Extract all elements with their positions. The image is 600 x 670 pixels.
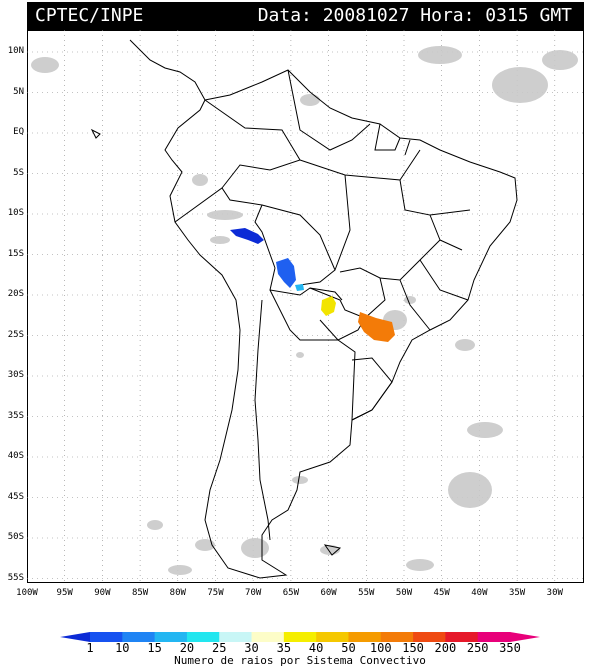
brazil-states: [299, 149, 471, 331]
lon-label: 70W: [245, 588, 262, 598]
lat-label: 50S: [7, 532, 24, 542]
source-label: CPTEC/INPE: [35, 5, 144, 26]
border-venezuela: [287, 69, 371, 151]
legend-cell: [122, 632, 156, 642]
legend-cell: [348, 632, 382, 642]
legend-cell: [316, 632, 349, 642]
legend-tick-label: 100: [369, 641, 392, 655]
cluster-bolivia-south: [295, 284, 304, 291]
title-bar: CPTEC/INPE Data: 20081027 Hora: 0315 GMT: [27, 2, 584, 30]
legend-cell: [477, 632, 511, 642]
border-ecuador-peru: [174, 187, 276, 269]
legend-tick-label: 50: [341, 641, 356, 655]
lon-label: 45W: [433, 588, 450, 598]
legend-tick-label: 35: [276, 641, 292, 655]
border-argentina: [269, 289, 356, 421]
date-value: 20081027: [322, 5, 410, 26]
legend-cell: [154, 632, 188, 642]
legend-cell: [186, 632, 220, 642]
border-uruguay: [351, 357, 393, 421]
cluster-paraguay: [321, 296, 336, 316]
lightning-clusters: [230, 228, 395, 342]
border-brazil-bolivia: [261, 204, 336, 286]
lon-label: 80W: [169, 588, 186, 598]
legend-arrow-right: [510, 632, 540, 642]
legend-cell: [413, 632, 446, 642]
legend-tick-label: 150: [402, 641, 424, 655]
coastlines-and-borders: [90, 39, 518, 579]
lon-label: 40W: [471, 588, 488, 598]
falklands: [323, 544, 342, 556]
legend-cell: [445, 632, 479, 642]
lat-label: 35S: [7, 410, 24, 421]
legend-tick-label: 30: [244, 641, 259, 655]
legend-tick-label: 40: [308, 641, 324, 655]
cluster-parana: [358, 312, 395, 342]
lon-label: 65W: [282, 588, 300, 598]
lat-label: 20S: [7, 289, 24, 299]
lat-label: 5N: [13, 86, 24, 97]
lat-label: 55S: [7, 572, 24, 583]
lat-lon-grid: [27, 30, 584, 583]
cluster-bolivia-north: [230, 228, 264, 244]
legend-tick-label: 200: [434, 641, 457, 655]
border-chile-argentina: [254, 299, 271, 541]
lon-label: 75W: [207, 588, 224, 598]
legend-tick-label: 25: [211, 641, 227, 655]
legend-cell: [380, 632, 414, 642]
legend-colorbar: [60, 632, 540, 642]
legend-tick-label: 15: [147, 641, 162, 655]
central-america: [129, 39, 206, 101]
lat-label: 40S: [7, 451, 24, 461]
map-canvas: [27, 30, 584, 583]
legend-title: Numero de raios por Sistema Convectivo: [174, 654, 426, 667]
lat-label: 10S: [7, 208, 24, 218]
galapagos: [90, 128, 101, 139]
lon-label: 50W: [395, 588, 413, 598]
south-america-outline: [164, 69, 518, 579]
cluster-bolivia-central: [276, 258, 296, 288]
legend-cell: [283, 632, 317, 642]
lon-label: 100W: [16, 588, 38, 598]
legend-tick-label: 350: [499, 641, 521, 655]
border-paraguay: [309, 287, 366, 341]
legend-tick-label: 10: [115, 641, 130, 655]
legend-arrow-left: [60, 632, 90, 642]
cloud-patches: [31, 46, 578, 575]
lon-label: 60W: [320, 588, 337, 598]
datetime-label: Data: 20081027 Hora: 0315 GMT: [258, 2, 572, 30]
lon-label: 85W: [131, 588, 149, 598]
lat-label: EQ: [13, 127, 24, 137]
time-label: Hora:: [420, 5, 475, 26]
lon-label: 90W: [94, 588, 111, 598]
border-guianas: [374, 123, 411, 156]
lat-label: 25S: [7, 329, 24, 340]
legend-tick-label: 20: [179, 641, 195, 655]
legend-tick-label: 1: [86, 641, 94, 655]
lat-label: 30S: [7, 370, 24, 380]
legend-tick-label: 250: [466, 641, 489, 655]
lon-label: 30W: [546, 588, 563, 598]
lat-label: 45S: [7, 491, 24, 502]
lat-label: 15S: [7, 248, 24, 259]
border-bolivia: [269, 267, 343, 301]
lat-label: 5S: [13, 167, 24, 178]
legend-cell: [219, 632, 253, 642]
legend-cell: [251, 632, 285, 642]
legend-cell: [90, 632, 123, 642]
lat-label: 10N: [7, 46, 24, 56]
border-colombia: [204, 99, 301, 189]
lon-label: 35W: [508, 588, 526, 598]
lon-label: 55W: [358, 588, 375, 598]
lon-label: 95W: [56, 588, 73, 598]
date-label: Data:: [257, 5, 312, 26]
time-value: 0315 GMT: [485, 5, 572, 26]
